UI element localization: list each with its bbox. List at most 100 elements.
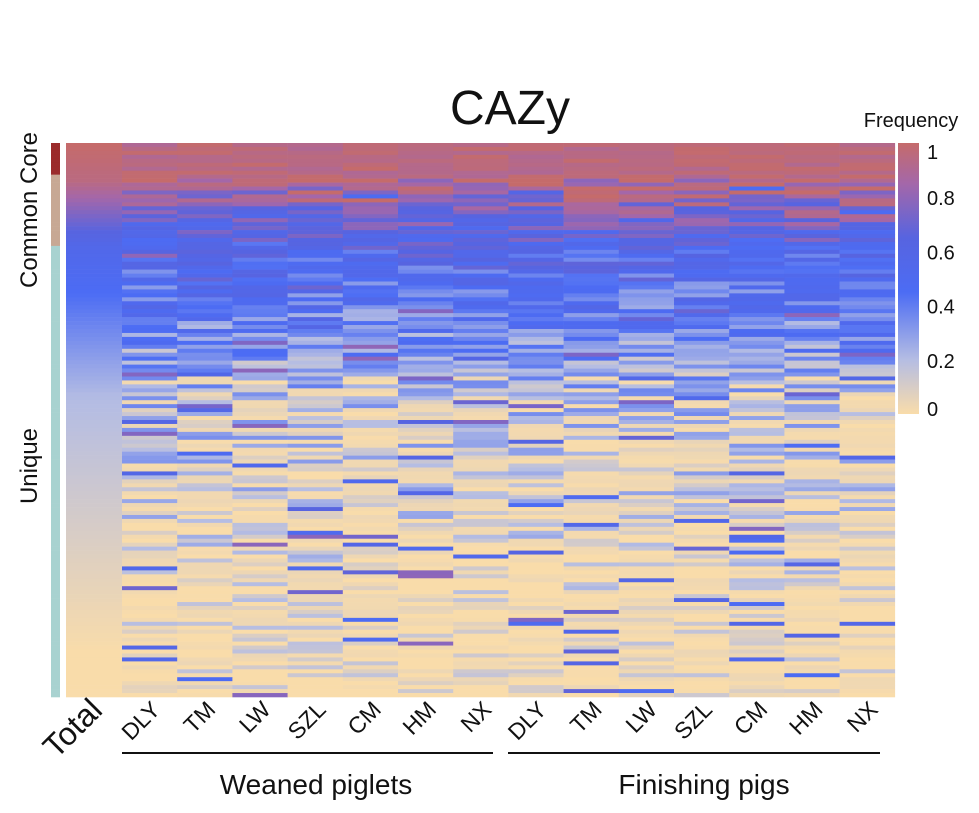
heatmap-cell (729, 645, 785, 650)
heatmap-cell-total (66, 150, 122, 156)
heatmap-cell (287, 174, 344, 179)
heatmap-cell-total (66, 673, 122, 678)
heatmap-cell (674, 261, 730, 266)
heatmap-cell (177, 503, 233, 508)
heatmap-cell (839, 162, 896, 168)
heatmap-cell (398, 681, 454, 686)
heatmap-cell (563, 218, 620, 223)
heatmap-cell (508, 566, 564, 571)
heatmap-cell (398, 459, 454, 464)
heatmap-cell (618, 590, 675, 595)
heatmap-cell (784, 404, 840, 409)
heatmap-cell (177, 574, 233, 579)
heatmap-cell (177, 392, 233, 397)
heatmap-cell-total (66, 427, 122, 433)
heatmap-cell (618, 594, 675, 599)
heatmap-cell (563, 281, 620, 286)
heatmap-cell (453, 162, 509, 168)
heatmap-cell (563, 344, 620, 350)
heatmap-cell (839, 234, 896, 239)
heatmap-cell (674, 158, 730, 164)
heatmap-cell (563, 677, 620, 682)
heatmap-cell (177, 344, 233, 350)
heatmap-cell (784, 226, 840, 231)
heatmap-cell (177, 554, 233, 559)
row-annotation-cell (51, 158, 60, 164)
heatmap-cell (729, 328, 785, 334)
heatmap-cell (453, 325, 509, 330)
colorbar-tick-label: 0.2 (927, 351, 955, 373)
heatmap-cell (453, 546, 509, 551)
heatmap-cell (618, 463, 675, 468)
row-annotation-cell (51, 356, 60, 361)
heatmap-cell (784, 249, 840, 255)
heatmap-cell (839, 313, 896, 318)
heatmap-cell (729, 487, 785, 492)
heatmap-cell (177, 641, 233, 646)
heatmap-cell (398, 170, 454, 175)
heatmap-cell (674, 150, 730, 156)
heatmap-cell (232, 380, 288, 385)
heatmap-cell (563, 578, 620, 583)
heatmap-cell (784, 491, 840, 496)
heatmap-cell (729, 210, 785, 215)
row-annotation-cell (51, 661, 60, 666)
heatmap-cell (287, 685, 344, 690)
heatmap-cell (618, 174, 675, 179)
heatmap-cell (398, 285, 454, 290)
heatmap-cell (398, 463, 454, 468)
heatmap-cell (342, 693, 399, 698)
heatmap-cell (508, 451, 564, 456)
heatmap-cell (232, 222, 288, 227)
heatmap-cell (674, 170, 730, 175)
heatmap-cell (508, 495, 564, 500)
heatmap-cell (674, 530, 730, 536)
heatmap-cell (839, 538, 896, 543)
heatmap-cell (674, 487, 730, 492)
heatmap-cell (729, 661, 785, 666)
heatmap-cell (563, 222, 620, 227)
heatmap-cell (674, 186, 730, 191)
heatmap-cell (398, 317, 454, 322)
heatmap-cell (122, 538, 178, 543)
heatmap-cell (674, 166, 730, 171)
row-annotation-cell (51, 190, 60, 195)
heatmap-cell (342, 408, 399, 413)
heatmap-cell (674, 558, 730, 563)
heatmap-cell-total (66, 598, 122, 603)
heatmap-cell (563, 602, 620, 607)
heatmap-cell-total (66, 641, 122, 646)
heatmap-cell (618, 491, 675, 496)
heatmap-cell (122, 558, 178, 563)
heatmap-cell-total (66, 277, 122, 282)
heatmap-cell (508, 234, 564, 239)
heatmap-cell (232, 578, 288, 583)
heatmap-cell-total (66, 665, 122, 670)
row-annotation-cell (51, 613, 60, 619)
heatmap-cell (674, 190, 730, 195)
heatmap-cell (563, 190, 620, 195)
heatmap-cell (563, 146, 620, 152)
heatmap-cell (618, 475, 675, 480)
heatmap-cell (287, 356, 344, 361)
row-annotation-cell (51, 693, 60, 698)
heatmap-cell (784, 550, 840, 555)
heatmap-cell (784, 218, 840, 223)
heatmap-cell (232, 364, 288, 369)
heatmap-cell (729, 245, 785, 251)
heatmap-cell (398, 234, 454, 239)
heatmap-cell (122, 384, 178, 389)
heatmap-cell (287, 154, 344, 160)
heatmap-cell (122, 202, 178, 207)
heatmap-cell (287, 693, 344, 698)
heatmap-cell (563, 534, 620, 540)
heatmap-cell (177, 661, 233, 666)
heatmap-cell (674, 380, 730, 385)
heatmap-cell (232, 558, 288, 563)
heatmap-cell (508, 649, 564, 654)
heatmap-cell (674, 641, 730, 646)
heatmap-cell (232, 297, 288, 302)
row-annotation-bar (51, 143, 60, 698)
heatmap-cell (729, 277, 785, 282)
heatmap-cell (232, 170, 288, 175)
